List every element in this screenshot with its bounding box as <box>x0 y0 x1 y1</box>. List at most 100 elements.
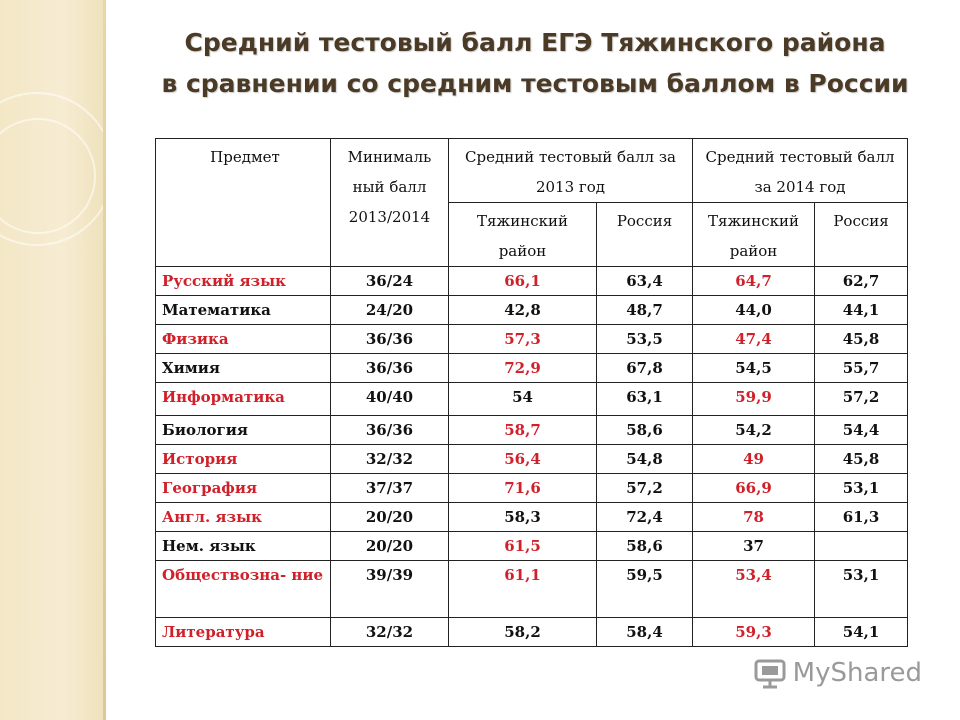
cell-subject: Биология <box>155 415 331 445</box>
cell-district-2013: 58,7 <box>448 415 597 445</box>
cell-district-2014: 37 <box>692 531 816 561</box>
cell-russia-2013: 58,6 <box>595 531 694 561</box>
cell-district-2014: 59,3 <box>692 617 816 647</box>
cell-district-2013: 72,9 <box>448 353 597 383</box>
table-row: География 37/37 71,6 57,2 66,9 53,1 <box>155 473 909 503</box>
cell-russia-2013: 53,5 <box>595 324 694 354</box>
cell-minscore: 37/37 <box>330 473 449 503</box>
cell-russia-2013: 48,7 <box>595 295 694 325</box>
cell-minscore: 36/36 <box>330 324 449 354</box>
cell-district-2013: 58,2 <box>448 617 597 647</box>
table-row: Нем. язык 20/20 61,5 58,6 37 <box>155 531 909 561</box>
cell-subject: Нем. язык <box>155 531 331 561</box>
cell-subject: Математика <box>155 295 331 325</box>
cell-russia-2014: 61,3 <box>814 502 909 532</box>
cell-minscore: 20/20 <box>330 531 449 561</box>
cell-district-2014: 44,0 <box>692 295 816 325</box>
cell-district-2014: 54,2 <box>692 415 816 445</box>
header-district-2014: Тяжинский район <box>692 202 816 267</box>
table-row: Математика 24/20 42,8 48,7 44,0 44,1 <box>155 295 909 325</box>
cell-minscore: 40/40 <box>330 382 449 416</box>
cell-district-2013: 66,1 <box>448 266 597 296</box>
table-row: Физика 36/36 57,3 53,5 47,4 45,8 <box>155 324 909 354</box>
cell-subject: Информатика <box>155 382 331 416</box>
cell-russia-2013: 72,4 <box>595 502 694 532</box>
slide-title-line2: в сравнении со средним тестовым баллом в… <box>161 69 909 98</box>
table-row: Англ. язык 20/20 58,3 72,4 78 61,3 <box>155 502 909 532</box>
cell-subject: Англ. язык <box>155 502 331 532</box>
cell-russia-2013: 59,5 <box>595 560 694 618</box>
cell-district-2013: 71,6 <box>448 473 597 503</box>
table-row: Биология 36/36 58,7 58,6 54,2 54,4 <box>155 415 909 445</box>
cell-minscore: 36/36 <box>330 415 449 445</box>
slide-title-line1: Средний тестовый балл ЕГЭ Тяжинского рай… <box>184 28 886 57</box>
cell-district-2014: 47,4 <box>692 324 816 354</box>
sidebar-edge <box>103 0 106 720</box>
cell-russia-2014: 53,1 <box>814 560 909 618</box>
presentation-icon <box>754 659 786 689</box>
cell-russia-2013: 58,6 <box>595 415 694 445</box>
header-russia-2013: Россия <box>595 202 694 267</box>
cell-russia-2014: 45,8 <box>814 444 909 474</box>
cell-subject: Литература <box>155 617 331 647</box>
slide-title: Средний тестовый балл ЕГЭ Тяжинского рай… <box>120 22 950 104</box>
table-row: Литература 32/32 58,2 58,4 59,3 54,1 <box>155 617 909 647</box>
cell-district-2013: 57,3 <box>448 324 597 354</box>
table-row: Информатика 40/40 54 63,1 59,9 57,2 <box>155 382 909 416</box>
watermark-logo: MyShared <box>753 656 922 690</box>
cell-minscore: 36/24 <box>330 266 449 296</box>
cell-district-2013: 58,3 <box>448 502 597 532</box>
cell-district-2014: 49 <box>692 444 816 474</box>
cell-russia-2014: 54,4 <box>814 415 909 445</box>
table-row: Обществозна- ние 39/39 61,1 59,5 53,4 53,1 <box>155 560 909 618</box>
cell-district-2013: 54 <box>448 382 597 416</box>
cell-russia-2013: 67,8 <box>595 353 694 383</box>
decorative-sidebar <box>0 0 114 720</box>
cell-minscore: 32/32 <box>330 617 449 647</box>
cell-subject: Химия <box>155 353 331 383</box>
cell-minscore: 20/20 <box>330 502 449 532</box>
subheader-row: Тяжинский район Россия Тяжинский район Р… <box>156 202 909 267</box>
cell-russia-2013: 57,2 <box>595 473 694 503</box>
cell-district-2014: 78 <box>692 502 816 532</box>
cell-russia-2013: 63,4 <box>595 266 694 296</box>
cell-subject: Русский язык <box>155 266 331 296</box>
cell-russia-2014: 54,1 <box>814 617 909 647</box>
cell-subject: Обществозна- ние <box>155 560 331 618</box>
cell-minscore: 24/20 <box>330 295 449 325</box>
cell-district-2013: 61,1 <box>448 560 597 618</box>
cell-subject: История <box>155 444 331 474</box>
cell-russia-2013: 58,4 <box>595 617 694 647</box>
cell-russia-2014: 45,8 <box>814 324 909 354</box>
cell-minscore: 36/36 <box>330 353 449 383</box>
results-table: Предмет Минималь ный балл 2013/2014 Сред… <box>155 138 909 647</box>
cell-russia-2014: 44,1 <box>814 295 909 325</box>
cell-district-2014: 53,4 <box>692 560 816 618</box>
header-subject: Предмет <box>155 138 331 267</box>
cell-russia-2014 <box>814 531 909 561</box>
cell-district-2013: 61,5 <box>448 531 597 561</box>
header-2014: Средний тестовый балл за 2014 год <box>692 138 909 203</box>
cell-russia-2014: 57,2 <box>814 382 909 416</box>
decorative-ring <box>0 118 96 234</box>
header-district-2013: Тяжинский район <box>448 202 597 267</box>
cell-russia-2013: 63,1 <box>595 382 694 416</box>
cell-district-2014: 59,9 <box>692 382 816 416</box>
cell-subject: География <box>155 473 331 503</box>
cell-minscore: 39/39 <box>330 560 449 618</box>
cell-subject: Физика <box>155 324 331 354</box>
table-row: История 32/32 56,4 54,8 49 45,8 <box>155 444 909 474</box>
cell-district-2014: 66,9 <box>692 473 816 503</box>
cell-russia-2014: 53,1 <box>814 473 909 503</box>
cell-russia-2014: 55,7 <box>814 353 909 383</box>
table-row: Русский язык 36/24 66,1 63,4 64,7 62,7 <box>155 266 909 296</box>
cell-district-2013: 56,4 <box>448 444 597 474</box>
header-row: Предмет Минималь ный балл 2013/2014 Сред… <box>155 138 909 267</box>
cell-district-2013: 42,8 <box>448 295 597 325</box>
table-body: Русский язык 36/24 66,1 63,4 64,7 62,7 Математ… <box>155 266 909 647</box>
cell-russia-2014: 62,7 <box>814 266 909 296</box>
cell-minscore: 32/32 <box>330 444 449 474</box>
header-minscore: Минималь ный балл 2013/2014 <box>330 138 449 267</box>
cell-district-2014: 54,5 <box>692 353 816 383</box>
header-2013: Средний тестовый балл за 2013 год <box>447 138 694 203</box>
